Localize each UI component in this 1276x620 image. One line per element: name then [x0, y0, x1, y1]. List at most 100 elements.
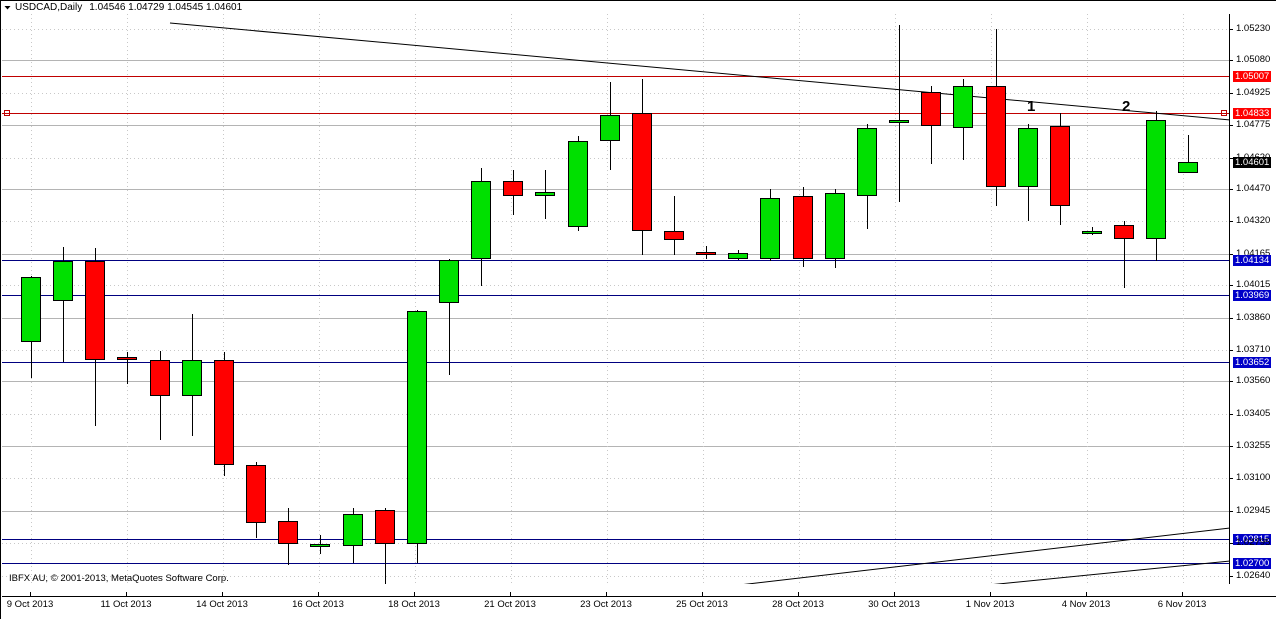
price-tick	[1229, 254, 1233, 255]
date-tick-label: 11 Oct 2013	[100, 599, 152, 610]
copyright-label: IBFX AU, © 2001-2013, MetaQuotes Softwar…	[9, 573, 229, 584]
date-tick-label: 6 Nov 2013	[1157, 599, 1207, 610]
price-tick	[1229, 125, 1233, 126]
date-tick	[510, 592, 511, 597]
date-tick	[222, 592, 223, 597]
price-tick	[1229, 350, 1233, 351]
date-tick-label: 9 Oct 2013	[6, 599, 54, 610]
date-tick-label: 4 Nov 2013	[1061, 599, 1111, 610]
price-tick-label: 1.04165	[1236, 247, 1271, 259]
date-tick-label: 14 Oct 2013	[196, 599, 248, 610]
price-tick-label: 1.03405	[1236, 408, 1271, 420]
price-level-label[interactable]: 1.02700	[1233, 557, 1272, 569]
price-tick	[1229, 285, 1233, 286]
price-tick	[1229, 446, 1233, 447]
candle-wick	[1124, 220, 1125, 289]
chart-annotation-label: 2	[1122, 98, 1131, 115]
date-tick	[318, 592, 319, 597]
date-tick	[1182, 592, 1183, 597]
candle-body	[632, 113, 652, 232]
price-tick	[1229, 576, 1233, 577]
price-tick-label: 1.04925	[1236, 87, 1271, 99]
candle-body	[85, 261, 105, 361]
candle-body	[182, 360, 202, 397]
candle-body	[343, 514, 363, 546]
price-level-label[interactable]: 1.03969	[1233, 289, 1272, 301]
candle-body	[375, 510, 395, 544]
candle-wick	[63, 247, 64, 363]
candle-body	[696, 251, 716, 255]
candle-body	[664, 231, 684, 240]
date-axis[interactable]: IBFX AU, © 2001-2013, MetaQuotes Softwar…	[1, 573, 1276, 620]
candle-body	[825, 193, 845, 259]
price-level-label[interactable]: 1.03652	[1233, 356, 1272, 368]
candle-body	[117, 357, 137, 361]
date-tick	[126, 592, 127, 597]
price-axis-line	[1229, 14, 1230, 584]
price-tick	[1229, 543, 1233, 544]
price-level-label[interactable]: 1.04134	[1233, 255, 1272, 267]
date-tick-label: 25 Oct 2013	[676, 599, 728, 610]
candle-body	[921, 92, 941, 126]
candle-wick	[385, 508, 386, 584]
price-tick-label: 1.02795	[1236, 536, 1271, 548]
candle-body	[1082, 231, 1102, 235]
candle-body	[1018, 128, 1038, 188]
price-tick-label: 1.04320	[1236, 214, 1271, 226]
candle-wick	[127, 351, 128, 385]
price-tick	[1229, 381, 1233, 382]
price-tick-label: 1.05230	[1236, 22, 1271, 34]
price-level-label[interactable]: 1.04601	[1233, 156, 1272, 168]
date-tick-label: 23 Oct 2013	[580, 599, 632, 610]
date-tick-label: 30 Oct 2013	[868, 599, 920, 610]
price-tick-label: 1.04775	[1236, 118, 1271, 130]
candle-body	[857, 128, 877, 196]
chart-header: USDCAD,Daily 1.04546 1.04729 1.04545 1.0…	[1, 1, 1276, 14]
price-level-label[interactable]: 1.02815	[1233, 533, 1272, 545]
date-tick-label: 16 Oct 2013	[292, 599, 344, 610]
price-tick-label: 1.02640	[1236, 569, 1271, 581]
candle-body	[728, 252, 748, 259]
price-level-label[interactable]: 1.04833	[1233, 107, 1272, 119]
triangle-down-icon[interactable]	[1, 1, 14, 14]
date-tick	[414, 592, 415, 597]
price-tick-label: 1.03860	[1236, 312, 1271, 323]
candle-body	[953, 85, 973, 128]
candle-body	[278, 520, 298, 544]
date-tick	[30, 592, 31, 597]
candle-body	[503, 180, 523, 196]
date-tick	[1086, 592, 1087, 597]
symbol-period-label: USDCAD,Daily	[15, 2, 83, 13]
price-tick	[1229, 414, 1233, 415]
chart-grid-and-lines	[2, 14, 1229, 584]
candle-body	[439, 259, 459, 304]
date-tick	[990, 592, 991, 597]
price-level-label[interactable]: 1.05007	[1233, 70, 1272, 82]
candle-wick	[899, 24, 900, 202]
candle-body	[535, 192, 555, 196]
candle-body	[150, 360, 170, 397]
candle-body	[53, 261, 73, 302]
date-tick	[702, 592, 703, 597]
ohlc-values: 1.04546 1.04729 1.04545 1.04601	[89, 2, 243, 13]
price-tick-label: 1.03710	[1236, 343, 1271, 355]
price-tick	[1229, 511, 1233, 512]
price-tick	[1229, 221, 1233, 222]
price-tick-label: 1.05080	[1236, 54, 1271, 66]
chart-annotation-label: 1	[1027, 98, 1036, 115]
candle-wick	[674, 195, 675, 255]
price-tick	[1229, 158, 1233, 159]
price-tick	[1229, 60, 1233, 61]
price-tick-label: 1.02945	[1236, 505, 1271, 517]
price-axis[interactable]: 1.05230 1.05080 1.05007 1.04925 1.04833 1.047…	[1229, 14, 1276, 584]
candle-body	[568, 140, 588, 228]
date-tick-label: 28 Oct 2013	[772, 599, 824, 610]
candle-body	[986, 85, 1006, 188]
candle-body	[471, 180, 491, 259]
candle-body	[246, 464, 266, 523]
candle-body	[214, 360, 234, 465]
date-axis-line	[2, 596, 1276, 597]
candle-wick	[1188, 134, 1189, 174]
